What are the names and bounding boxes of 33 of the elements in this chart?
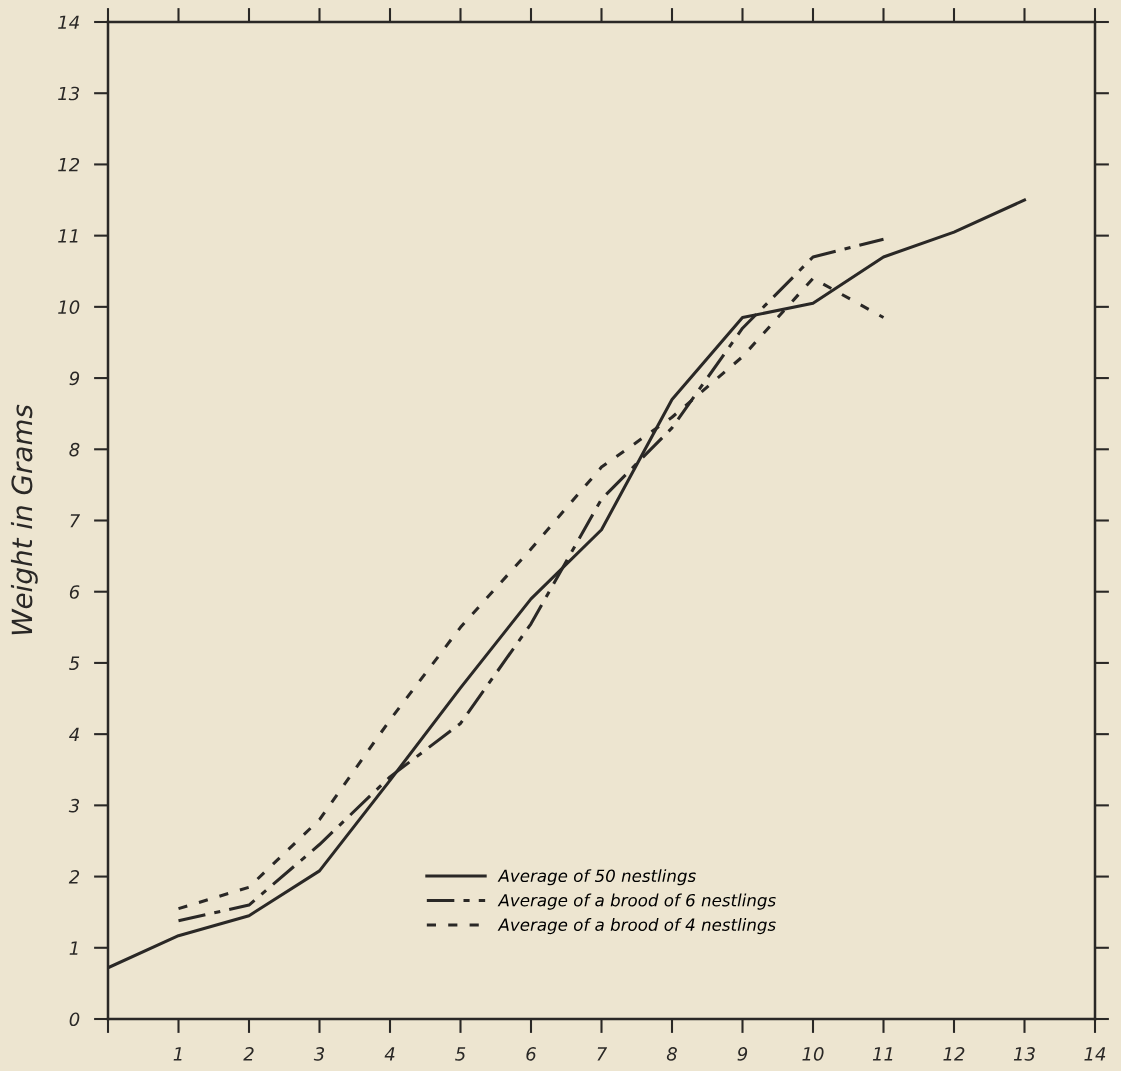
x-tick-label: 10 (802, 1047, 824, 1061)
x-tick-label: 5 (455, 1047, 466, 1061)
x-tick-label: 11 (872, 1047, 893, 1061)
x-tick-label: 13 (1013, 1047, 1035, 1061)
y-tick-label: 2 (68, 870, 80, 884)
y-tick-label: 14 (58, 15, 79, 29)
y-tick-label: 9 (69, 371, 80, 386)
y-tick-label: 10 (58, 300, 80, 314)
y-tick-label: 7 (70, 514, 81, 528)
y-tick-label: 11 (58, 229, 78, 243)
y-tick-label: 1 (69, 941, 78, 955)
x-tick-label: 2 (243, 1047, 254, 1061)
x-tick-label: 8 (666, 1047, 677, 1061)
legend-label: Average of 50 nestlings (497, 869, 696, 886)
legend-label: Average of a brood of 4 nestlings (497, 918, 776, 935)
y-tick-label: 8 (69, 442, 80, 457)
y-tick-label: 12 (58, 157, 80, 172)
x-tick-label: 14 (1084, 1047, 1106, 1061)
x-tick-label: 6 (526, 1047, 536, 1061)
y-axis-title: Weight in Grams (10, 404, 38, 635)
y-tick-label: 6 (69, 585, 80, 599)
legend-label: Average of a brood of 6 nestlings (497, 893, 776, 910)
x-tick-label: 7 (597, 1047, 608, 1061)
x-tick-label: 1 (173, 1047, 182, 1061)
x-tick-label: 3 (313, 1047, 325, 1061)
y-tick-label: 4 (69, 727, 79, 741)
y-tick-label: 5 (69, 656, 80, 671)
y-tick-label: 0 (69, 1012, 80, 1027)
x-tick-label: 9 (737, 1047, 748, 1061)
x-tick-label: 12 (943, 1047, 965, 1061)
y-tick-label: 13 (58, 86, 80, 101)
x-tick-label: 4 (384, 1047, 395, 1061)
y-tick-label: 3 (68, 798, 80, 813)
